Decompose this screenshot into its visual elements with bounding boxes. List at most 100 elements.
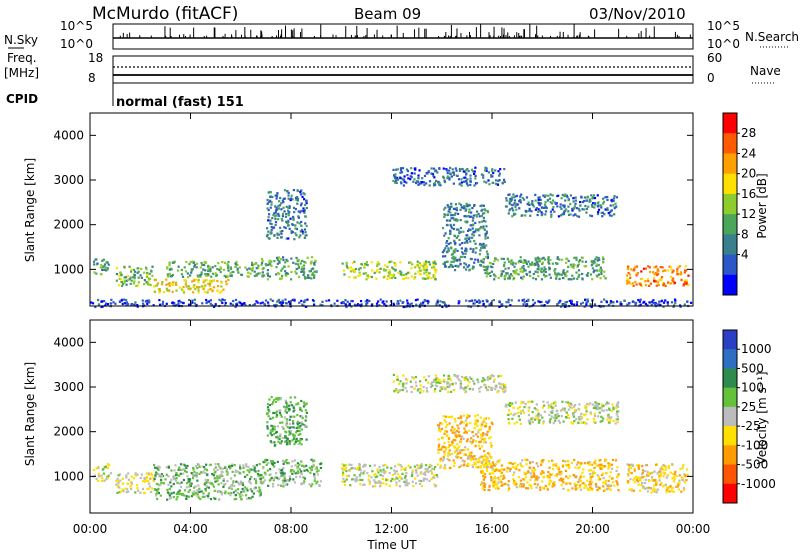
- data-cell: [448, 172, 452, 175]
- data-cell: [542, 458, 545, 462]
- data-cell: [288, 430, 291, 433]
- data-cell: [263, 274, 266, 277]
- data-cell: [447, 437, 450, 440]
- data-cell: [256, 301, 259, 304]
- data-cell: [348, 463, 351, 466]
- data-cell: [650, 471, 653, 475]
- data-cell: [449, 377, 452, 380]
- data-cell: [301, 303, 304, 306]
- data-cell: [483, 180, 486, 183]
- data-cell: [441, 305, 444, 309]
- data-cell: [528, 207, 531, 210]
- data-cell: [653, 279, 656, 282]
- data-cell: [509, 261, 513, 264]
- data-cell: [561, 407, 565, 410]
- data-cell: [405, 382, 408, 385]
- data-cell: [232, 299, 235, 303]
- data-cell: [555, 462, 558, 466]
- data-cell: [530, 486, 533, 490]
- data-cell: [549, 201, 552, 204]
- data-cell: [240, 491, 243, 494]
- data-cell: [478, 456, 481, 459]
- data-cell: [534, 278, 538, 281]
- data-cell: [275, 195, 279, 198]
- data-cell: [446, 172, 449, 175]
- data-cell: [521, 299, 524, 302]
- data-cell: [683, 303, 686, 306]
- data-cell: [192, 466, 195, 469]
- data-cell: [567, 210, 570, 213]
- data-cell: [495, 385, 498, 388]
- data-cell: [172, 281, 175, 284]
- data-cell: [272, 411, 275, 415]
- data-cell: [454, 420, 457, 423]
- data-cell: [481, 258, 484, 262]
- data-cell: [524, 214, 527, 217]
- data-cell: [273, 425, 276, 428]
- data-cell: [300, 299, 303, 303]
- data-cell: [171, 273, 175, 277]
- data-cell: [298, 236, 301, 239]
- data-cell: [453, 218, 456, 221]
- data-cell: [402, 374, 405, 377]
- data-cell: [92, 468, 96, 472]
- data-cell: [652, 489, 655, 492]
- data-cell: [220, 481, 223, 485]
- power-data-cells: [90, 166, 693, 309]
- data-cell: [262, 267, 265, 270]
- data-cell: [595, 485, 598, 489]
- data-cell: [399, 261, 402, 264]
- data-cell: [481, 208, 484, 211]
- data-cell: [424, 473, 427, 476]
- data-cell: [453, 464, 456, 468]
- data-cell: [97, 472, 101, 475]
- data-cell: [511, 402, 514, 405]
- data-cell: [498, 172, 502, 175]
- data-cell: [266, 425, 269, 428]
- data-cell: [191, 260, 194, 263]
- data-cell: [275, 471, 278, 475]
- data-cell: [452, 217, 455, 220]
- data-cell: [453, 239, 456, 242]
- data-cell: [620, 303, 623, 306]
- data-cell: [530, 263, 533, 266]
- data-cell: [665, 476, 668, 479]
- data-cell: [612, 406, 615, 409]
- data-cell: [488, 489, 491, 492]
- data-cell: [484, 271, 487, 275]
- data-cell: [453, 374, 457, 377]
- data-cell: [457, 265, 460, 268]
- data-cell: [249, 482, 252, 485]
- data-cell: [285, 401, 288, 404]
- data-cell: [126, 488, 129, 491]
- data-cell: [158, 291, 161, 294]
- data-cell: [106, 266, 109, 270]
- data-cell: [409, 178, 412, 181]
- data-cell: [286, 483, 289, 486]
- data-cell: [343, 480, 346, 483]
- data-cell: [483, 488, 486, 491]
- data-cell: [478, 253, 481, 256]
- data-cell: [336, 299, 339, 302]
- data-cell: [301, 423, 304, 426]
- data-cell: [520, 193, 523, 196]
- data-cell: [396, 375, 399, 378]
- data-cell: [250, 490, 254, 493]
- data-cell: [490, 475, 493, 479]
- data-cell: [207, 264, 210, 268]
- data-cell: [134, 472, 137, 475]
- data-cell: [292, 478, 295, 481]
- data-cell: [436, 475, 439, 478]
- data-cell: [458, 259, 461, 262]
- data-cell: [379, 469, 382, 472]
- data-cell: [95, 272, 98, 275]
- data-cell: [450, 253, 453, 256]
- data-cell: [472, 439, 475, 442]
- data-cell: [271, 401, 275, 404]
- data-cell: [612, 204, 615, 207]
- data-cell: [258, 462, 261, 466]
- data-cell: [423, 272, 426, 275]
- data-cell: [145, 275, 149, 279]
- data-cell: [272, 214, 275, 217]
- data-cell: [259, 481, 262, 484]
